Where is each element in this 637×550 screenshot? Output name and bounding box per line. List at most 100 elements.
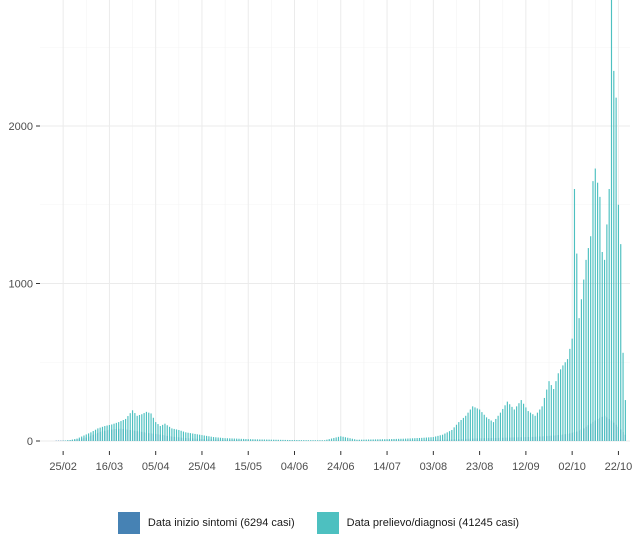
bar-diagnosi bbox=[435, 436, 437, 441]
bar-diagnosi bbox=[590, 236, 592, 441]
bar-diagnosi bbox=[444, 433, 446, 441]
bar-diagnosi bbox=[226, 438, 228, 441]
bar-diagnosi bbox=[199, 434, 201, 441]
bar-diagnosi bbox=[270, 439, 272, 441]
bar-diagnosi bbox=[502, 408, 504, 441]
bar-diagnosi bbox=[333, 437, 335, 441]
bar-diagnosi bbox=[437, 435, 439, 441]
series-diagnosi-bars bbox=[62, 0, 626, 442]
bar-diagnosi bbox=[522, 403, 525, 441]
bar-diagnosi bbox=[608, 189, 610, 441]
bar-diagnosi bbox=[499, 412, 502, 441]
bar-diagnosi bbox=[539, 409, 541, 441]
bar-diagnosi bbox=[597, 182, 599, 441]
bar-diagnosi bbox=[127, 416, 129, 441]
bar-diagnosi bbox=[157, 424, 159, 441]
bar-diagnosi bbox=[416, 438, 418, 441]
bar-diagnosi bbox=[85, 434, 87, 441]
bar-diagnosi bbox=[442, 434, 444, 441]
bar-diagnosi bbox=[215, 437, 217, 441]
bar-diagnosi bbox=[509, 404, 511, 441]
bar-diagnosi bbox=[166, 425, 168, 441]
bar-diagnosi bbox=[349, 438, 351, 441]
bar-diagnosi bbox=[402, 438, 404, 441]
bar-diagnosi bbox=[474, 407, 476, 441]
bar-diagnosi bbox=[280, 439, 282, 441]
bar-diagnosi bbox=[131, 410, 134, 441]
bar-diagnosi bbox=[293, 440, 296, 441]
bar-diagnosi bbox=[576, 253, 578, 441]
legend-item-sintomi: Data inizio sintomi (6294 casi) bbox=[117, 512, 295, 534]
x-tick-label: 22/10 bbox=[605, 461, 633, 473]
bar-diagnosi bbox=[173, 428, 175, 441]
bar-diagnosi bbox=[81, 436, 83, 441]
bar-diagnosi bbox=[67, 440, 69, 441]
bar-diagnosi bbox=[541, 406, 543, 441]
bar-diagnosi bbox=[571, 338, 573, 441]
bar-diagnosi bbox=[462, 417, 464, 441]
bar-diagnosi bbox=[164, 423, 166, 441]
bar-diagnosi bbox=[148, 412, 150, 441]
bar-diagnosi bbox=[252, 439, 254, 441]
bar-diagnosi bbox=[465, 415, 467, 441]
bar-diagnosi bbox=[106, 425, 108, 441]
bar-diagnosi bbox=[143, 413, 145, 441]
x-tick-label: 23/08 bbox=[466, 461, 494, 473]
bar-diagnosi bbox=[573, 189, 576, 441]
bar-diagnosi bbox=[118, 422, 120, 441]
bar-diagnosi bbox=[71, 439, 73, 441]
bar-diagnosi bbox=[74, 439, 76, 441]
bar-diagnosi bbox=[180, 430, 182, 441]
bar-diagnosi bbox=[104, 426, 106, 441]
bar-diagnosi bbox=[566, 359, 569, 441]
bar-diagnosi bbox=[511, 406, 513, 441]
bar-diagnosi bbox=[599, 196, 601, 441]
bar-diagnosi bbox=[284, 439, 286, 441]
bar-diagnosi bbox=[247, 439, 249, 441]
bar-diagnosi bbox=[175, 429, 178, 441]
bar-diagnosi bbox=[254, 439, 256, 441]
bar-diagnosi bbox=[377, 439, 379, 441]
bar-diagnosi bbox=[342, 436, 344, 441]
bar-diagnosi bbox=[583, 279, 585, 441]
bar-diagnosi bbox=[224, 438, 226, 441]
bar-diagnosi bbox=[136, 415, 138, 441]
bar-diagnosi bbox=[194, 433, 196, 441]
bar-diagnosi bbox=[178, 429, 180, 441]
bar-diagnosi bbox=[388, 439, 390, 441]
bar-diagnosi bbox=[550, 385, 552, 441]
bar-diagnosi bbox=[506, 401, 508, 441]
legend-label-sintomi: Data inizio sintomi (6294 casi) bbox=[147, 517, 295, 529]
bar-diagnosi bbox=[520, 400, 522, 441]
bar-diagnosi bbox=[529, 412, 532, 441]
bar-diagnosi bbox=[557, 373, 559, 441]
bar-diagnosi bbox=[361, 439, 363, 441]
y-axis: 0 1000 2000 bbox=[9, 121, 40, 448]
bar-diagnosi bbox=[428, 437, 430, 441]
bar-diagnosi bbox=[203, 435, 205, 441]
bar-diagnosi bbox=[546, 389, 548, 441]
bar-diagnosi bbox=[171, 428, 173, 441]
bar-diagnosi bbox=[138, 415, 141, 441]
x-tick-label: 05/04 bbox=[142, 461, 170, 473]
bar-diagnosi bbox=[432, 437, 434, 441]
bar-diagnosi bbox=[386, 439, 388, 441]
bar-diagnosi bbox=[231, 438, 233, 441]
x-tick-label: 16/03 bbox=[96, 461, 124, 473]
bar-diagnosi bbox=[335, 437, 337, 441]
bar-diagnosi bbox=[516, 406, 518, 441]
bar-diagnosi bbox=[490, 420, 492, 441]
bar-diagnosi bbox=[201, 435, 203, 441]
bar-diagnosi bbox=[601, 252, 603, 441]
bar-diagnosi bbox=[365, 439, 367, 441]
bar-diagnosi bbox=[134, 413, 136, 441]
bar-diagnosi bbox=[261, 439, 263, 441]
bar-diagnosi bbox=[319, 440, 321, 441]
bar-diagnosi bbox=[317, 440, 319, 441]
bar-diagnosi bbox=[69, 440, 71, 441]
bar-diagnosi bbox=[504, 405, 506, 441]
bar-diagnosi bbox=[451, 429, 453, 441]
bar-diagnosi bbox=[536, 412, 539, 441]
bar-diagnosi bbox=[472, 406, 474, 441]
x-tick-label: 03/08 bbox=[420, 461, 448, 473]
